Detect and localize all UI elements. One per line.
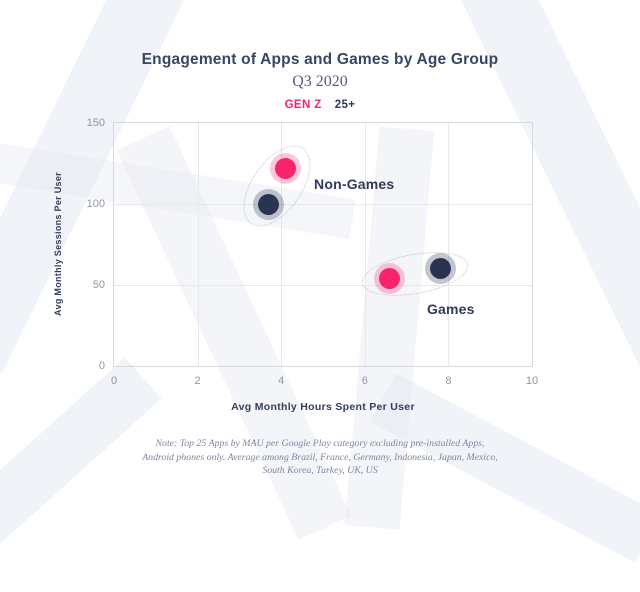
y-axis-label: Avg Monthly Sessions Per User: [53, 172, 63, 316]
footnote-line: Note: Top 25 Apps by MAU per Google Play…: [155, 438, 485, 449]
gridline-horizontal: [114, 285, 532, 286]
gridline-horizontal: [114, 204, 532, 205]
x-tick-label: 8: [445, 375, 452, 387]
x-tick-label: 4: [278, 375, 285, 387]
x-axis-label: Avg Monthly Hours Spent Per User: [231, 401, 415, 413]
group-ellipse-games: [358, 244, 472, 303]
y-tick-label: 0: [98, 360, 105, 372]
gridline-vertical: [197, 123, 199, 366]
data-point-gen-z: [274, 157, 296, 179]
chart-subtitle: Q3 2020: [292, 73, 348, 90]
group-label-games: Games: [426, 300, 475, 317]
x-tick-label: 0: [110, 375, 118, 387]
y-tick-label: 100: [86, 198, 105, 210]
group-label-non-games: Non-Games: [314, 176, 395, 193]
x-tick-label: 6: [361, 375, 368, 387]
gridline-vertical: [364, 123, 366, 366]
chart-legend: GEN Z 25+: [0, 99, 640, 111]
data-point-25-: [258, 193, 280, 215]
gridline-vertical: [448, 123, 450, 366]
plot-area: 0 2 4 6 8 10 0 50 100 150 Non-Games Games: [87, 117, 538, 387]
data-point-25-: [429, 258, 451, 280]
y-tick-label: 50: [92, 279, 105, 291]
legend-item-25plus: 25+: [334, 99, 356, 111]
chart-title: Engagement of Apps and Games by Age Grou…: [141, 51, 499, 68]
legend-item-genz: GEN Z: [284, 99, 322, 111]
y-tick-label: 150: [86, 117, 105, 129]
x-tick-label: 2: [194, 375, 201, 387]
footnote: Note: Top 25 Apps by MAU per Google Play…: [0, 437, 640, 478]
chart-figure: Engagement of Apps and Games by Age Grou…: [0, 51, 640, 478]
footnote-line: South Korea, Turkey, UK, US: [262, 465, 378, 476]
footnote-line: Android phones only. Average among Brazi…: [142, 451, 498, 463]
gridline-vertical: [281, 123, 283, 366]
group-ellipse-non-games: [230, 134, 324, 239]
data-point-gen-z: [379, 268, 401, 290]
x-tick-label: 10: [525, 375, 539, 387]
